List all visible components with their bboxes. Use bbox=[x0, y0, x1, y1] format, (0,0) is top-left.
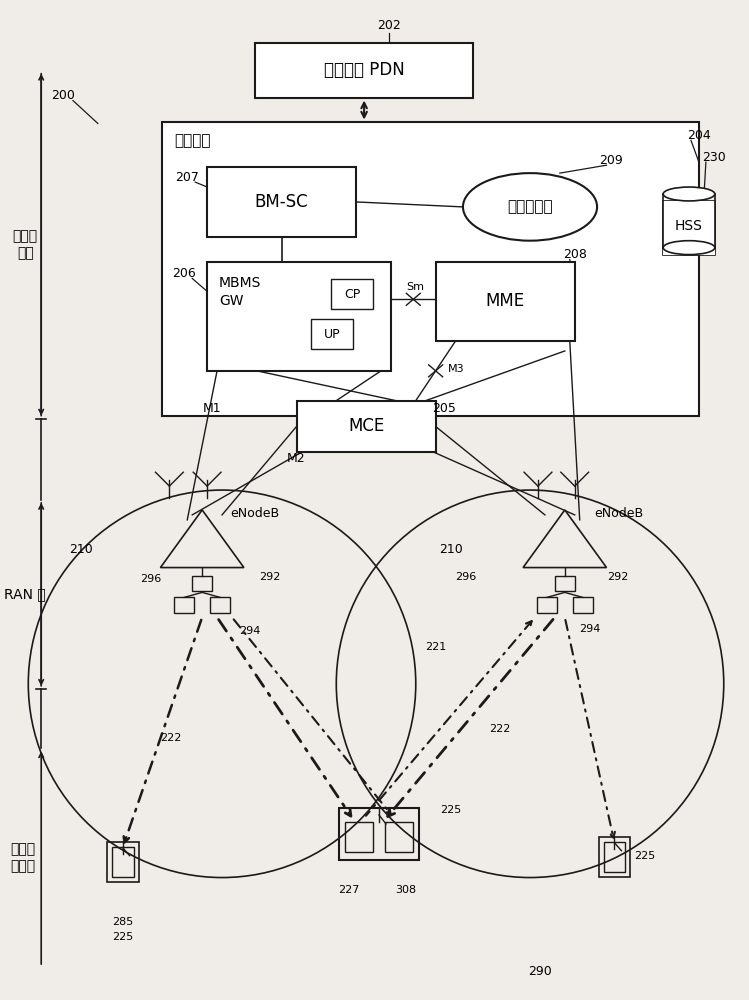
Text: eNodeB: eNodeB bbox=[230, 507, 279, 520]
Bar bbox=[345, 822, 373, 852]
Text: 296: 296 bbox=[140, 574, 161, 584]
Text: 核心网络: 核心网络 bbox=[175, 133, 210, 148]
Ellipse shape bbox=[463, 173, 597, 241]
Text: CP: CP bbox=[344, 288, 360, 301]
Text: 202: 202 bbox=[377, 19, 401, 32]
Text: 210: 210 bbox=[69, 543, 93, 556]
Text: MBMS: MBMS bbox=[219, 276, 261, 290]
Bar bbox=[385, 822, 413, 852]
Text: Sm: Sm bbox=[406, 282, 424, 292]
Bar bbox=[598, 837, 631, 877]
Bar bbox=[112, 847, 133, 877]
Text: 207: 207 bbox=[175, 171, 199, 184]
Text: 225: 225 bbox=[634, 851, 655, 861]
Text: 外部网络 PDN: 外部网络 PDN bbox=[324, 61, 404, 79]
Text: M3: M3 bbox=[448, 364, 464, 374]
Text: 290: 290 bbox=[528, 965, 552, 978]
Text: M2: M2 bbox=[287, 452, 306, 465]
FancyBboxPatch shape bbox=[297, 401, 436, 452]
Text: 200: 200 bbox=[51, 89, 75, 102]
Text: GW: GW bbox=[219, 294, 243, 308]
Text: 221: 221 bbox=[425, 642, 446, 652]
Text: MCE: MCE bbox=[348, 417, 384, 435]
Text: 292: 292 bbox=[259, 572, 280, 582]
Text: MME: MME bbox=[485, 292, 525, 310]
Text: 210: 210 bbox=[439, 543, 462, 556]
Text: 308: 308 bbox=[395, 885, 416, 895]
FancyBboxPatch shape bbox=[436, 262, 574, 341]
Text: 208: 208 bbox=[562, 248, 586, 261]
Text: HSS: HSS bbox=[675, 219, 703, 233]
Text: 使用者
设备域: 使用者 设备域 bbox=[10, 843, 36, 873]
Text: 209: 209 bbox=[600, 154, 623, 167]
FancyBboxPatch shape bbox=[163, 122, 699, 416]
Text: 225: 225 bbox=[112, 932, 133, 942]
Text: 230: 230 bbox=[702, 151, 726, 164]
Text: 296: 296 bbox=[455, 572, 476, 582]
Text: 205: 205 bbox=[431, 402, 455, 415]
Ellipse shape bbox=[663, 187, 715, 201]
Bar bbox=[339, 808, 419, 860]
Bar bbox=[175, 597, 194, 613]
Text: RAN 域: RAN 域 bbox=[4, 587, 46, 601]
Text: UP: UP bbox=[324, 328, 341, 341]
Text: 204: 204 bbox=[687, 129, 711, 142]
FancyBboxPatch shape bbox=[207, 167, 357, 237]
Text: 225: 225 bbox=[440, 805, 461, 815]
Text: 222: 222 bbox=[490, 724, 511, 734]
Text: 227: 227 bbox=[339, 885, 360, 895]
Bar bbox=[573, 597, 592, 613]
Text: BM-SC: BM-SC bbox=[255, 193, 309, 211]
Text: 294: 294 bbox=[239, 626, 261, 636]
Text: 285: 285 bbox=[112, 917, 133, 927]
Text: eNodeB: eNodeB bbox=[595, 507, 643, 520]
Bar bbox=[604, 842, 625, 872]
FancyBboxPatch shape bbox=[312, 319, 354, 349]
FancyBboxPatch shape bbox=[331, 279, 373, 309]
Text: M1: M1 bbox=[203, 402, 222, 415]
FancyBboxPatch shape bbox=[207, 262, 391, 371]
Bar bbox=[663, 201, 715, 255]
Bar bbox=[192, 576, 212, 591]
Text: 294: 294 bbox=[579, 624, 601, 634]
Bar bbox=[107, 842, 139, 882]
Text: 206: 206 bbox=[172, 267, 196, 280]
Bar bbox=[537, 597, 557, 613]
Text: 292: 292 bbox=[607, 572, 628, 582]
Ellipse shape bbox=[663, 241, 715, 255]
Bar bbox=[555, 576, 574, 591]
Bar bbox=[663, 201, 715, 255]
FancyBboxPatch shape bbox=[255, 43, 473, 98]
Text: 核心网
络域: 核心网 络域 bbox=[13, 230, 38, 260]
Text: 内容供应商: 内容供应商 bbox=[507, 199, 553, 214]
Bar bbox=[210, 597, 230, 613]
Text: 222: 222 bbox=[160, 733, 181, 743]
